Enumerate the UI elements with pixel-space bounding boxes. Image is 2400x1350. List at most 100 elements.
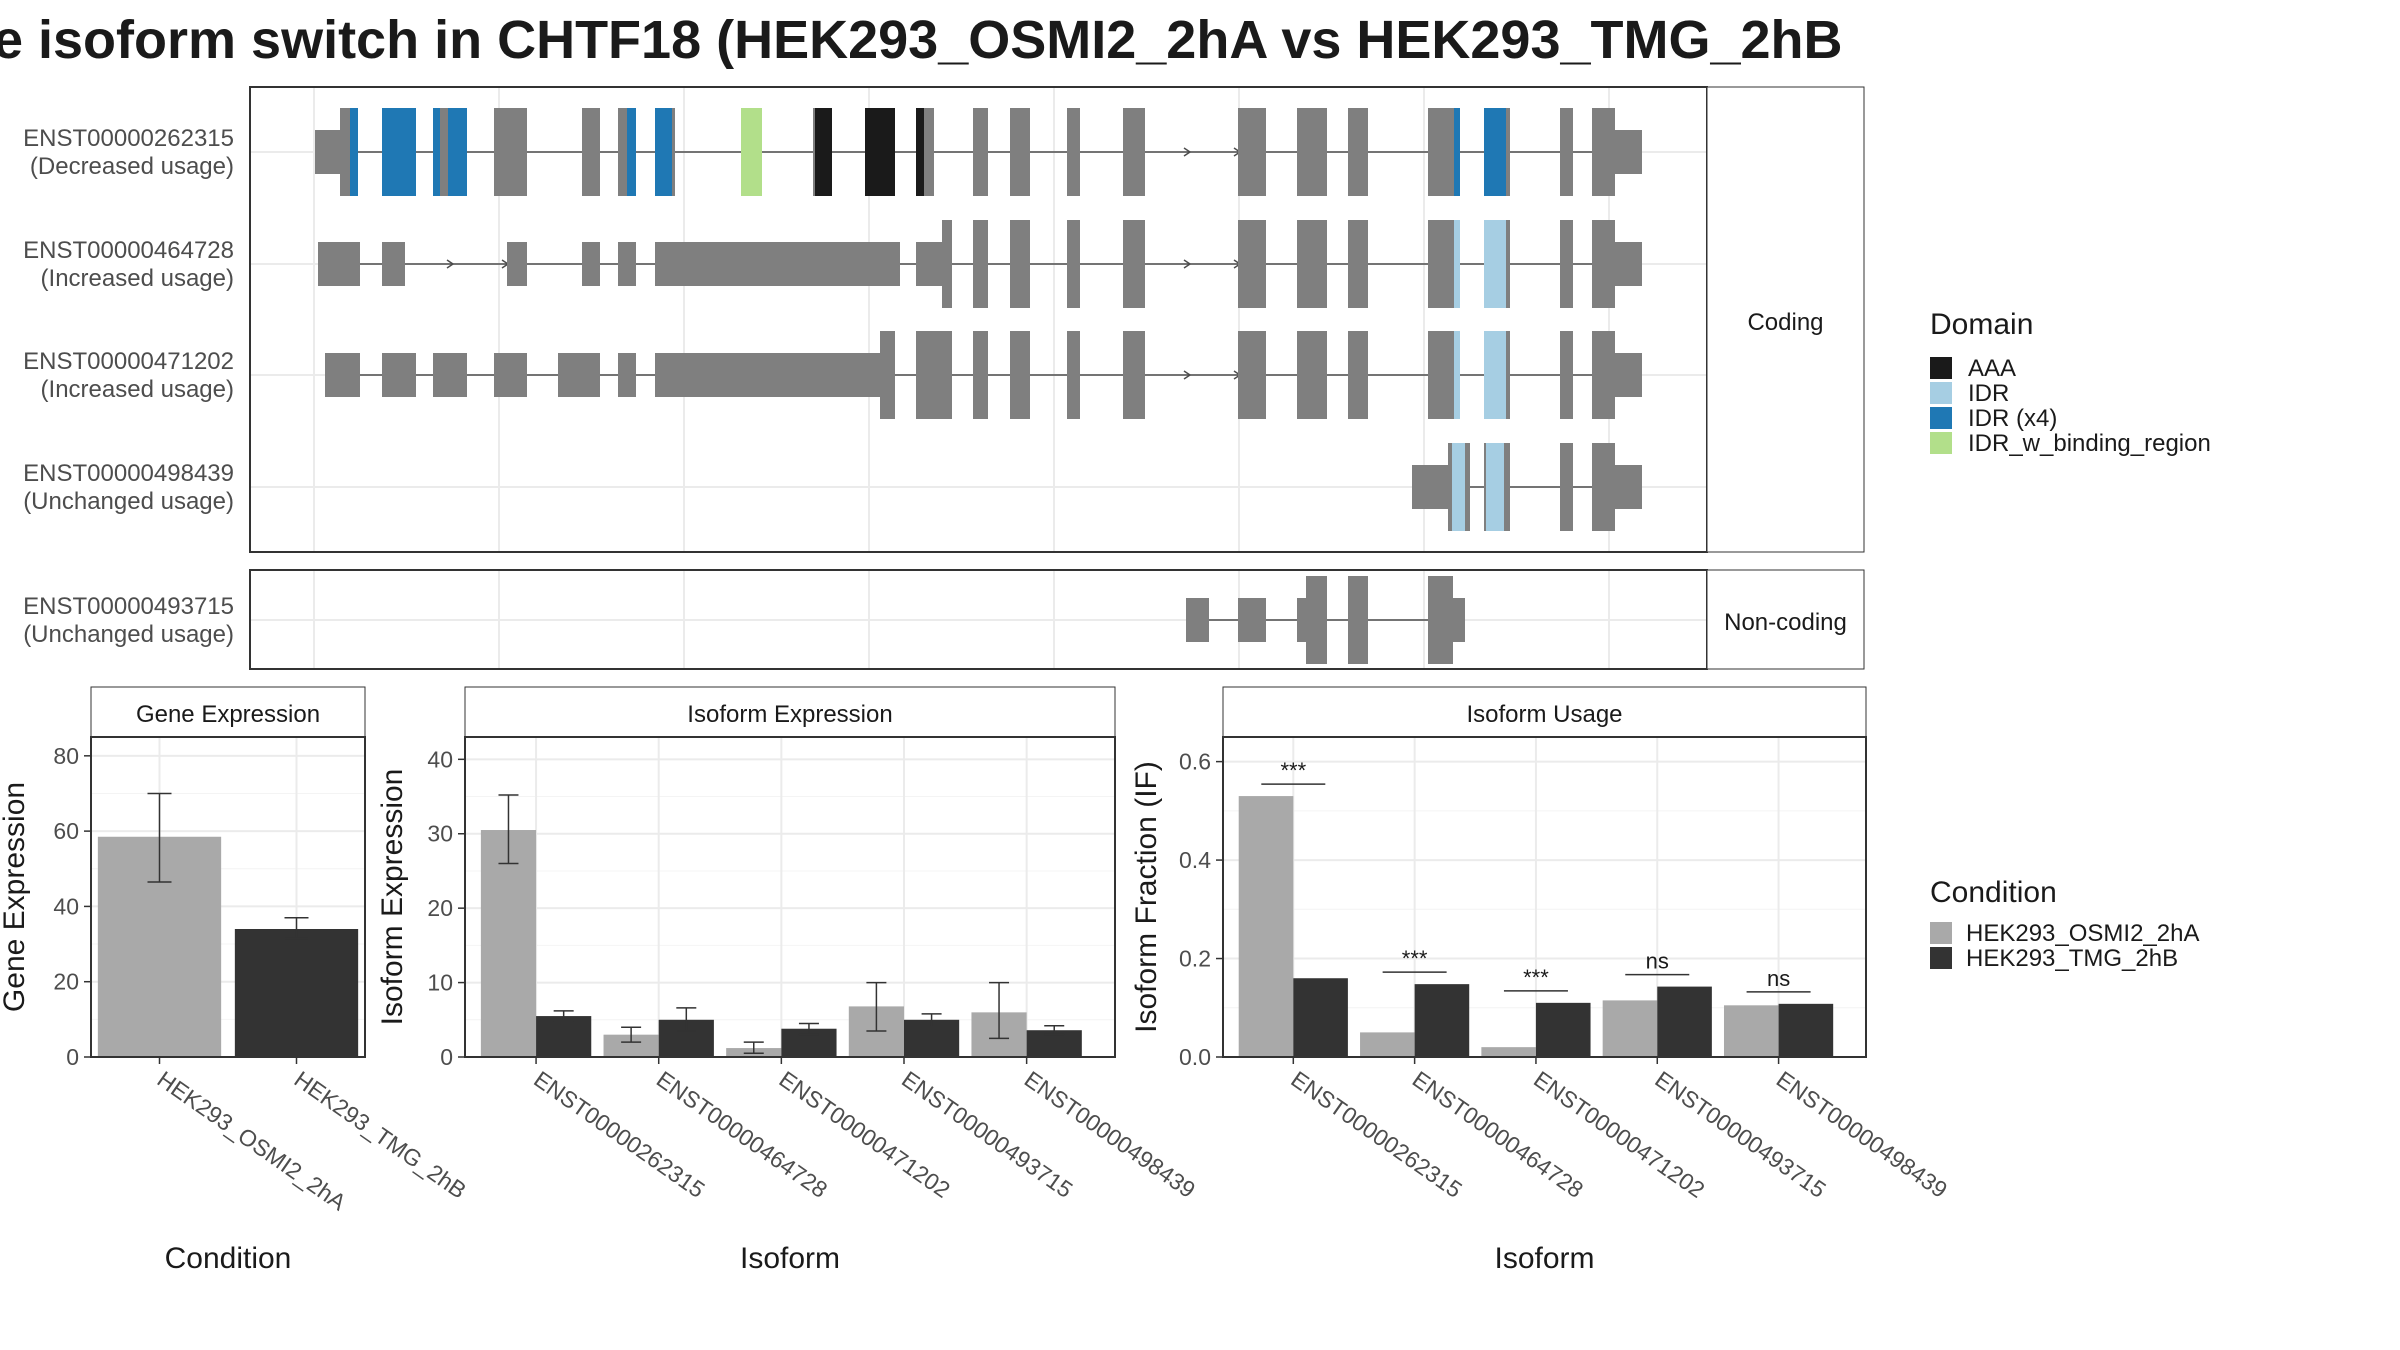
chart-frame [90,736,366,1058]
transcript-id: ENST00000498439 [23,460,234,487]
domain-legend-label: IDR (x4) [1968,405,2057,432]
condition-legend-title: Condition [1930,876,2057,909]
y-tick-label: 0.0 [1179,1044,1211,1070]
coding-exon [1067,108,1080,196]
coding-exon [916,331,952,419]
domain-block [865,108,895,196]
y-tick-label: 0 [66,1044,79,1070]
domain-block [916,108,924,196]
coding-exon [880,331,895,419]
bar [480,830,537,1057]
utr-exon [382,242,405,286]
transcript-id: ENST00000471202 [23,348,234,375]
domain-block [741,108,762,196]
transcript-id: ENST00000493715 [23,593,234,620]
coding-exon [942,220,952,308]
bar [1723,1005,1779,1057]
significance-label: *** [1523,965,1549,990]
utr-exon [618,353,636,397]
domain-legend-title: Domain [1930,308,2033,341]
y-tick-label: 30 [427,821,453,847]
coding-exon [1010,108,1030,196]
domain-block [382,108,416,196]
coding-exon [1592,331,1615,419]
bar [1657,986,1712,1057]
utr-exon [558,353,600,397]
utr-exon [382,353,416,397]
utr-exon [1615,353,1642,397]
bar [1360,1032,1415,1057]
domain-block [1452,443,1465,531]
condition-legend-swatch [1930,947,1952,969]
condition-legend-swatch [1930,922,1952,944]
y-tick-label: 10 [427,970,453,996]
bar [1778,1003,1834,1057]
domain-block [627,108,636,196]
utr-exon [1615,130,1642,174]
coding-exon [973,331,988,419]
significance-label: *** [1280,758,1306,783]
coding-exon [1010,331,1030,419]
noncoding-label: Non-coding [1724,609,1847,636]
utr-exon [325,353,360,397]
bar [234,929,359,1057]
domain-block [350,108,358,196]
intron-arrow [1183,259,1192,269]
domain-block [1454,220,1460,308]
transcript-usage: (Unchanged usage) [23,488,234,515]
intron-arrow [446,259,455,269]
bar [1602,1000,1658,1057]
domain-legend-swatch [1930,382,1952,404]
utr-exon [315,130,340,174]
noncoding-strip [1706,569,1865,670]
utr-exon [618,242,636,286]
chart-title-strip [464,686,1116,738]
significance-label: ns [1646,949,1669,974]
coding-exon [494,108,527,196]
y-tick-label: 80 [53,743,79,769]
domain-block [1454,108,1460,196]
coding-exon [582,108,600,196]
bar-charts: Gene Expression020406080HEK293_OSMI2_2hA… [0,686,1952,1275]
significance-label: ns [1767,966,1790,991]
coding-exon [1348,108,1368,196]
chart-2: Isoform Expression010203040ENST000002623… [376,686,1200,1275]
y-axis-title: Gene Expression [0,782,31,1012]
coding-exon [1297,331,1327,419]
coding-exon [1428,576,1453,664]
coding-label: Coding [1747,309,1823,336]
transcript-usage: (Increased usage) [41,376,234,403]
chart-3: Isoform Usage*********nsns0.00.20.40.6EN… [1130,686,1952,1275]
coding-exon [1348,576,1368,664]
bar [1414,984,1470,1057]
coding-exon [1238,108,1266,196]
utr-exon [582,242,600,286]
y-axis-title: Isoform Fraction (IF) [1130,761,1163,1033]
figure-title: he isoform switch in CHTF18 (HEK293_OSMI… [0,10,1843,70]
domain-legend-swatch [1930,357,1952,379]
intron-arrow [1183,370,1192,380]
y-tick-label: 60 [53,818,79,844]
y-axis-title: Isoform Expression [376,769,409,1026]
y-tick-label: 0 [440,1044,453,1070]
coding-exon [1348,331,1368,419]
coding-exon [1123,220,1145,308]
utr-exon [433,353,467,397]
coding-exon [1560,331,1573,419]
coding-exon [1306,576,1327,664]
x-axis-title: Condition [165,1242,292,1275]
coding-exon [1592,443,1615,531]
coding-exon [1592,108,1615,196]
transcript-usage: (Unchanged usage) [23,621,234,648]
chart-plot-area [465,737,1115,1057]
condition-legend-label: HEK293_TMG_2hB [1966,945,2178,972]
coding-exon [1348,220,1368,308]
y-tick-label: 20 [53,969,79,995]
intron-arrow [1183,147,1192,157]
y-tick-label: 40 [427,746,453,772]
significance-label: *** [1402,946,1428,971]
condition-legend-label: HEK293_OSMI2_2hA [1966,920,2199,947]
utr-exon [916,242,942,286]
